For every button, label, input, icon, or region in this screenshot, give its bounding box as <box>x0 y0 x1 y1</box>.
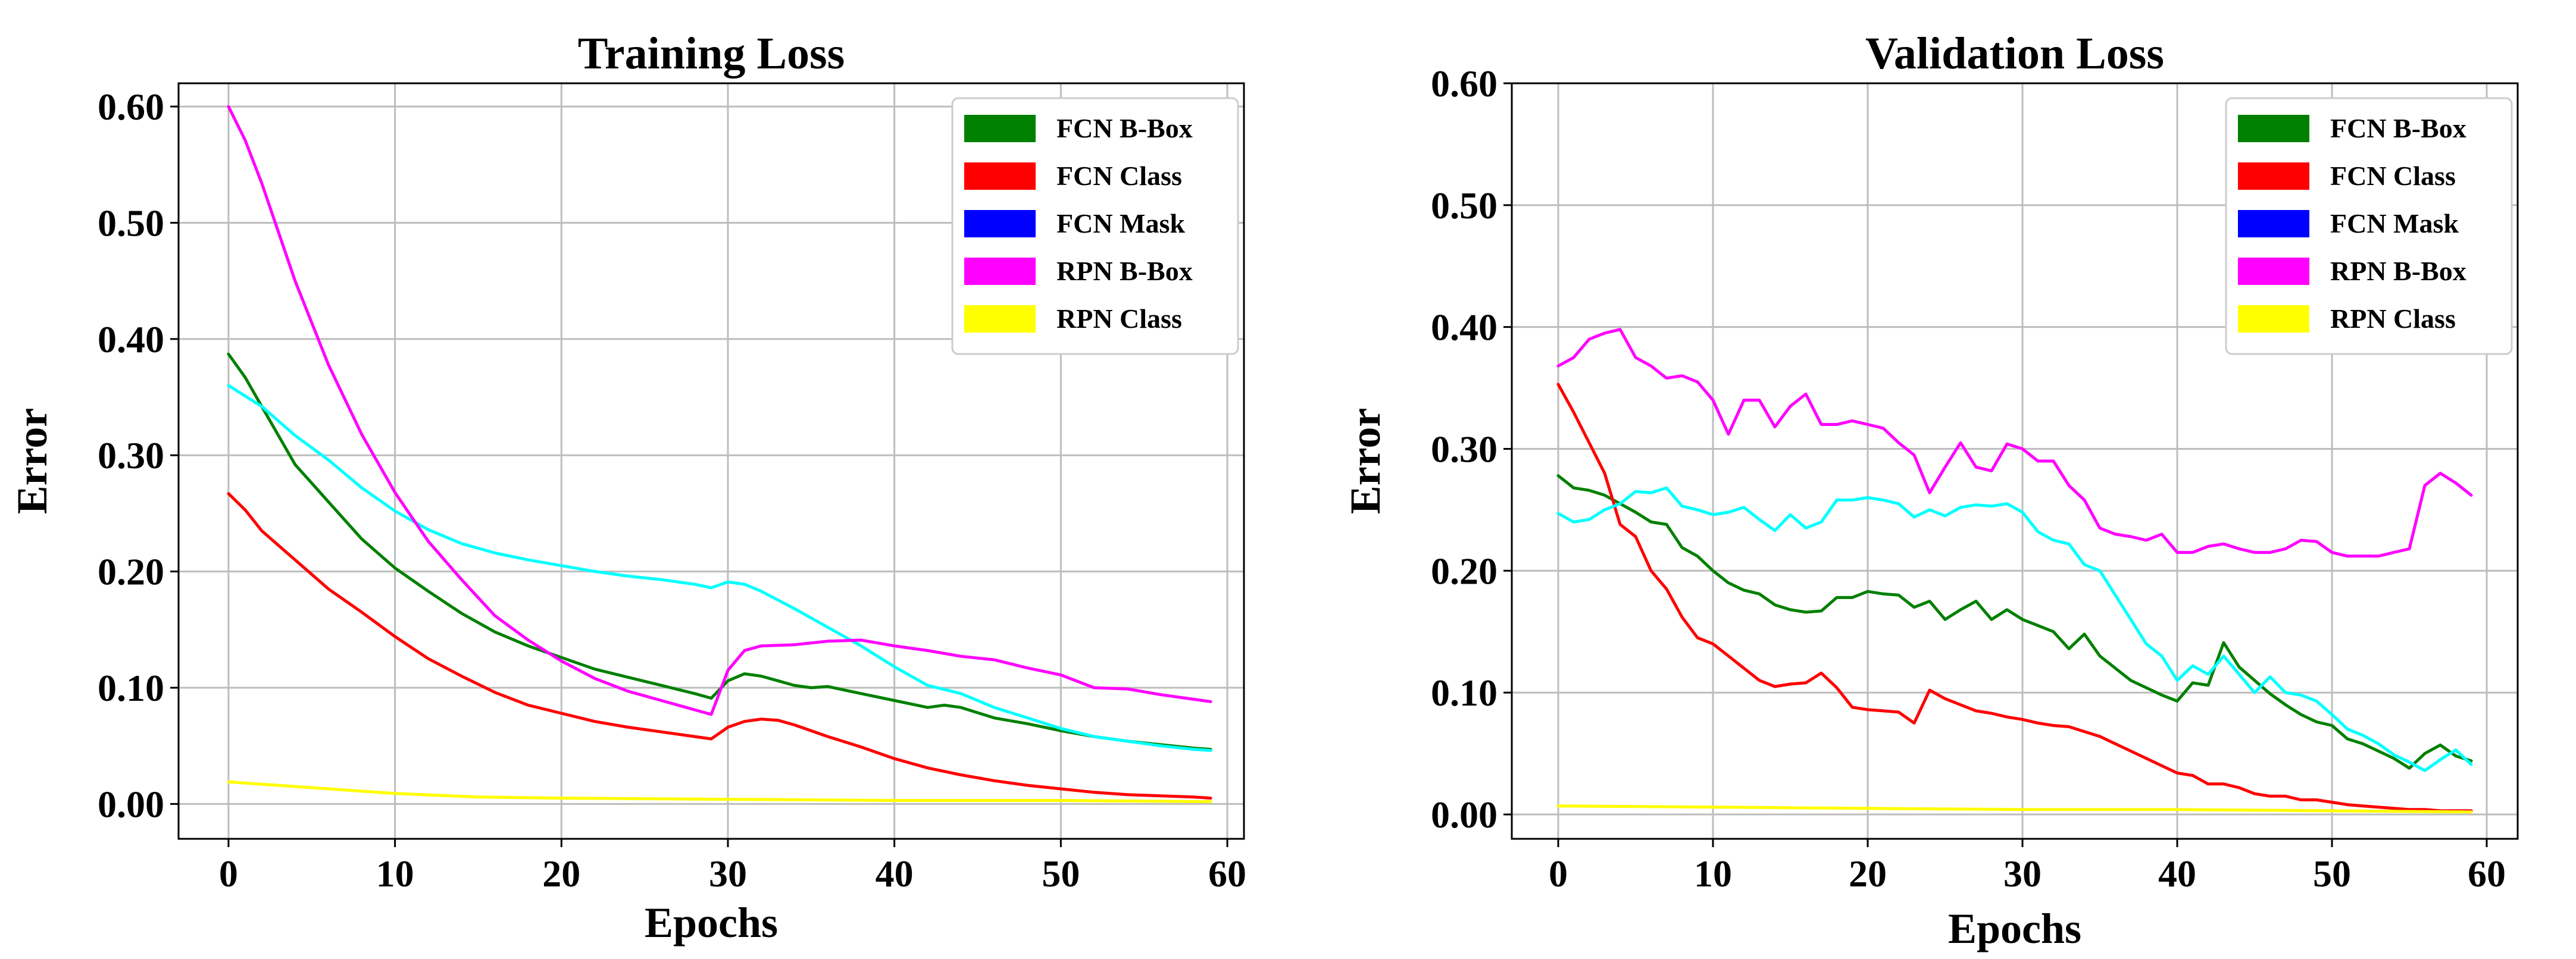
chart1-series-rpn-b-box <box>227 105 1212 716</box>
chart1-ytick-label: 0.40 <box>98 318 164 361</box>
chart1-legend-swatch <box>964 305 1036 333</box>
chart2-ytick-label: 0.30 <box>1431 428 1498 471</box>
chart2-xtick-label: 10 <box>1694 853 1732 895</box>
chart1-plot-frame <box>177 82 1245 840</box>
chart1-xtick-label: 10 <box>376 853 414 895</box>
chart1-series-fcn-b-box <box>227 352 1212 751</box>
chart2-series-fcn-b-box <box>1556 474 2473 770</box>
chart2-ytick-label: 0.60 <box>1431 62 1498 105</box>
chart2-series-rpn-b-box <box>1556 328 2473 558</box>
chart2-xtick-label: 0 <box>1549 853 1568 895</box>
chart2-xlabel: Epochs <box>1948 905 2081 952</box>
chart2-legend-swatch <box>2238 115 2309 142</box>
chart1-ytick-label: 0.20 <box>98 551 164 593</box>
chart2-ytick-label: 0.00 <box>1431 794 1498 836</box>
chart1-xtick-label: 40 <box>876 853 914 895</box>
chart2-legend-label: RPN B-Box <box>2330 256 2466 286</box>
chart1-ytick-label: 0.10 <box>98 667 164 709</box>
chart2-xtick-label: 40 <box>2158 853 2196 895</box>
chart1-series-fcn-class <box>227 492 1212 800</box>
chart1-series-rpn-class <box>227 780 1212 803</box>
chart2-legend-label: FCN Mask <box>2330 208 2459 239</box>
chart1-xtick-label: 0 <box>219 853 238 895</box>
chart2-series-fcn-class <box>1556 383 2473 813</box>
chart2-series-fcn-mask <box>1556 486 2473 772</box>
chart2-xtick-label: 30 <box>2003 853 2042 895</box>
chart1-ytick-label: 0.50 <box>98 202 164 244</box>
chart1-legend-label: RPN B-Box <box>1056 256 1193 286</box>
chart2-group: 0 10 20 30 40 50 60 0.00 0.10 0.20 0.30 0.40 0.50 0.6… <box>1342 29 2519 952</box>
chart1-xtick-label: 20 <box>542 853 580 895</box>
chart1-xlabel: Epochs <box>645 899 778 947</box>
chart1-legend-label: FCN Mask <box>1056 208 1185 239</box>
chart2-legend-label: FCN B-Box <box>2330 113 2466 143</box>
chart1-legend-swatch <box>964 258 1036 285</box>
chart1-group: 0 10 20 30 40 50 60 0.00 0.10 0.20 0.30 0.40 0.50 0.6… <box>8 29 1246 947</box>
chart2-legend-swatch <box>2238 162 2309 190</box>
chart1-legend-swatch <box>964 210 1036 237</box>
chart2-legend-swatch <box>2238 258 2309 285</box>
chart1-ytick-label: 0.00 <box>98 783 164 825</box>
chart2-ytick-label: 0.20 <box>1431 550 1498 592</box>
chart2-legend: FCN B-Box FCN Class FCN Mask RPN B-Box RPN C… <box>2225 97 2513 355</box>
chart2-ytick-label: 0.40 <box>1431 306 1498 349</box>
chart2-plot-frame <box>1511 82 2519 840</box>
chart2-xtick-label: 20 <box>1849 853 1887 895</box>
chart1-ylabel: Error <box>8 408 56 515</box>
chart2-ytick-label: 0.10 <box>1431 672 1498 714</box>
chart1-legend-label: FCN B-Box <box>1056 113 1193 143</box>
chart1-series-fcn-mask <box>227 384 1212 752</box>
chart1-legend-swatch <box>964 115 1036 142</box>
chart1-legend-label: FCN Class <box>1056 161 1182 191</box>
chart1-legend-swatch <box>964 162 1036 190</box>
chart2-series-rpn-class <box>1556 804 2473 814</box>
chart2-legend-swatch <box>2238 210 2309 237</box>
chart1-ytick-label: 0.30 <box>98 434 164 477</box>
chart2-legend-box <box>2225 97 2513 355</box>
chart1-legend-label: RPN Class <box>1056 303 1182 334</box>
chart2-ytick-label: 0.50 <box>1431 184 1498 227</box>
chart1-xtick-label: 50 <box>1042 853 1080 895</box>
chart2-xtick-label: 60 <box>2468 853 2506 895</box>
chart1-title: Training Loss <box>578 29 845 79</box>
chart2-title: Validation Loss <box>1865 29 2164 79</box>
chart1-xtick-label: 30 <box>709 853 747 895</box>
chart1-legend: FCN B-Box FCN Class FCN Mask RPN B-Box RPN C… <box>951 97 1239 355</box>
chart1-xtick-label: 60 <box>1208 853 1246 895</box>
chart2-legend-swatch <box>2238 305 2309 333</box>
chart1-legend-box <box>951 97 1239 355</box>
chart1-ytick-label: 0.60 <box>98 86 164 128</box>
chart2-legend-label: RPN Class <box>2330 303 2456 334</box>
chart2-ylabel: Error <box>1342 408 1389 515</box>
chart2-xtick-label: 50 <box>2313 853 2351 895</box>
chart2-legend-label: FCN Class <box>2330 161 2456 191</box>
